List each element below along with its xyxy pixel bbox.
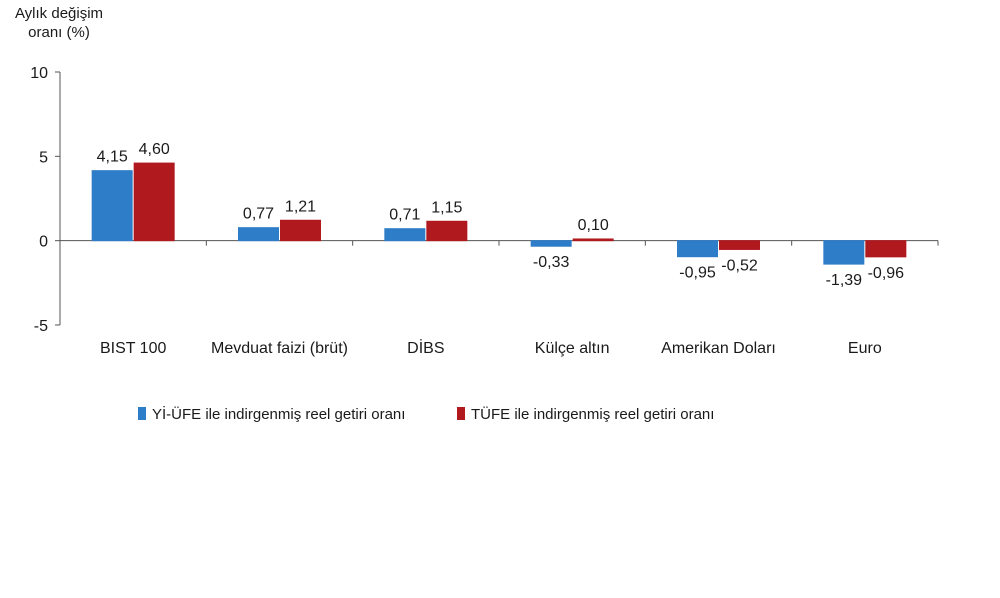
legend-label: Yİ-ÜFE ile indirgenmiş reel getiri oranı bbox=[152, 405, 405, 423]
data-label: 4,60 bbox=[139, 141, 170, 158]
bar bbox=[133, 162, 175, 242]
data-label: 1,15 bbox=[431, 199, 462, 216]
bar bbox=[719, 240, 760, 250]
bar bbox=[426, 220, 468, 242]
bar bbox=[572, 238, 614, 242]
x-category-label: Euro bbox=[848, 340, 882, 357]
y-tick-label: 5 bbox=[39, 149, 48, 166]
bar bbox=[865, 240, 907, 258]
x-category-label: Külçe altın bbox=[535, 340, 610, 357]
x-category-label: BIST 100 bbox=[100, 340, 167, 357]
x-category-label: Mevduat faizi (brüt) bbox=[211, 340, 348, 357]
legend-swatch bbox=[138, 407, 146, 420]
data-label: 0,71 bbox=[389, 207, 420, 224]
y-tick-label: 0 bbox=[39, 234, 48, 251]
y-axis-title-line-1: Aylık değişim bbox=[14, 5, 104, 22]
y-tick-label: 10 bbox=[30, 65, 48, 82]
y-axis-title: Aylık değişim oranı (%) bbox=[0, 4, 118, 42]
data-label: -0,52 bbox=[721, 257, 758, 274]
bar bbox=[677, 240, 718, 258]
bar bbox=[384, 228, 426, 242]
y-axis-title-line-2: oranı (%) bbox=[28, 24, 90, 41]
bar bbox=[530, 240, 572, 247]
data-label: 0,10 bbox=[578, 217, 609, 234]
legend-swatch bbox=[457, 407, 465, 420]
y-tick-label: -5 bbox=[34, 318, 48, 335]
data-label: -1,39 bbox=[826, 272, 863, 289]
data-label: -0,96 bbox=[868, 265, 905, 282]
data-label: 0,77 bbox=[243, 206, 274, 223]
bar bbox=[823, 240, 865, 265]
data-label: 1,21 bbox=[285, 198, 316, 215]
data-label: 4,15 bbox=[97, 149, 128, 166]
x-category-label: DİBS bbox=[407, 338, 444, 357]
x-category-label: Amerikan Doları bbox=[661, 340, 776, 357]
legend-label: TÜFE ile indirgenmiş reel getiri oranı bbox=[471, 405, 714, 423]
bar bbox=[280, 219, 321, 242]
data-label: -0,33 bbox=[533, 254, 570, 271]
data-label: -0,95 bbox=[679, 265, 716, 282]
bar bbox=[238, 227, 279, 242]
bar bbox=[91, 170, 133, 242]
